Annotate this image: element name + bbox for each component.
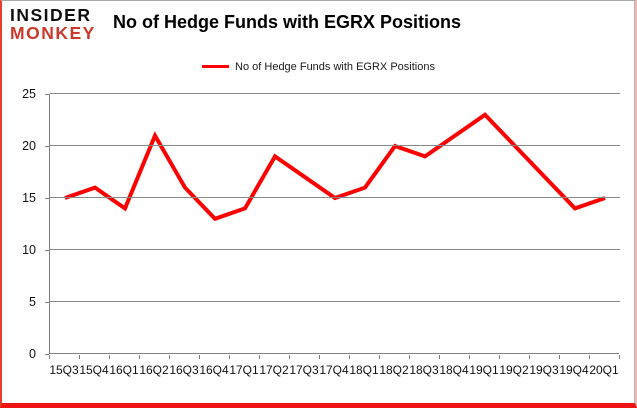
x-axis-label: 18Q3	[409, 363, 439, 377]
gridline	[50, 93, 620, 94]
insider-monkey-logo: INSIDER MONKEY	[10, 5, 96, 43]
x-axis-tick	[169, 355, 170, 359]
x-axis-label: 19Q4	[559, 363, 589, 377]
x-axis-tick	[559, 355, 560, 359]
x-axis-tick	[589, 355, 590, 359]
x-axis-tick	[199, 355, 200, 359]
y-axis: 0 5 10 15 20 25	[2, 87, 49, 361]
logo-monkey-text: MONKEY	[10, 22, 96, 43]
y-axis-label: 15	[22, 191, 36, 205]
x-axis-label: 18Q4	[439, 363, 469, 377]
x-axis-tick	[49, 355, 50, 359]
y-axis-tick	[45, 94, 49, 95]
x-axis-tick	[139, 355, 140, 359]
y-axis-tick	[45, 302, 49, 303]
x-axis-tick	[109, 355, 110, 359]
x-axis-label: 17Q3	[289, 363, 319, 377]
plot-area	[49, 93, 620, 354]
x-axis-label: 19Q3	[529, 363, 559, 377]
x-axis-label: 19Q2	[499, 363, 529, 377]
x-axis-label: 15Q3	[49, 363, 79, 377]
y-axis-label: 0	[29, 347, 36, 361]
legend-label: No of Hedge Funds with EGRX Positions	[235, 60, 435, 73]
x-axis-tick	[79, 355, 80, 359]
line-series-svg	[64, 112, 606, 222]
y-axis-tick	[45, 198, 49, 199]
x-axis-tick	[499, 355, 500, 359]
x-axis-tick	[319, 355, 320, 359]
x-axis-label: 18Q2	[379, 363, 409, 377]
x-axis-label: 20Q1	[589, 363, 619, 377]
y-axis-tick	[45, 146, 49, 147]
x-axis-label: 15Q4	[79, 363, 109, 377]
x-axis-ticks	[49, 355, 620, 360]
y-axis-tick	[45, 354, 49, 355]
x-axis-label: 16Q2	[139, 363, 169, 377]
x-axis-label: 19Q1	[469, 363, 499, 377]
y-axis-label: 5	[29, 295, 36, 309]
y-axis-label: 25	[22, 87, 36, 101]
x-axis-label: 17Q2	[259, 363, 289, 377]
y-axis-label: 10	[22, 243, 36, 257]
x-axis-tick	[349, 355, 350, 359]
x-axis-tick	[289, 355, 290, 359]
x-axis-labels: 15Q3 15Q4 16Q1 16Q2 16Q3 16Q4 17Q1 17Q2 17Q3 17Q4…	[49, 363, 619, 377]
x-axis-tick	[379, 355, 380, 359]
x-axis-tick	[469, 355, 470, 359]
x-axis-tick	[439, 355, 440, 359]
gridline	[50, 197, 620, 198]
x-axis-tick	[409, 355, 410, 359]
y-axis-label: 20	[22, 139, 36, 153]
x-axis-label: 17Q1	[229, 363, 259, 377]
chart-canvas: INSIDER MONKEY No of Hedge Funds with EG…	[2, 1, 635, 403]
x-axis-tick	[229, 355, 230, 359]
legend-line-swatch	[202, 65, 230, 68]
x-axis-label: 17Q4	[319, 363, 349, 377]
legend: No of Hedge Funds with EGRX Positions	[2, 59, 635, 73]
x-axis-label: 16Q3	[169, 363, 199, 377]
x-axis-tick	[259, 355, 260, 359]
x-axis-label: 18Q1	[349, 363, 379, 377]
series-line	[64, 112, 606, 222]
x-axis-tick	[619, 355, 620, 359]
y-axis-tick	[45, 250, 49, 251]
gridline	[50, 145, 620, 146]
x-axis-label: 16Q1	[109, 363, 139, 377]
chart-title: No of Hedge Funds with EGRX Positions	[113, 12, 462, 32]
gridline	[50, 301, 620, 302]
gridline	[50, 249, 620, 250]
x-axis-label: 16Q4	[199, 363, 229, 377]
logo-insider-text: INSIDER	[10, 5, 92, 25]
x-axis-tick	[529, 355, 530, 359]
legend-entry: No of Hedge Funds with EGRX Positions	[202, 61, 435, 73]
